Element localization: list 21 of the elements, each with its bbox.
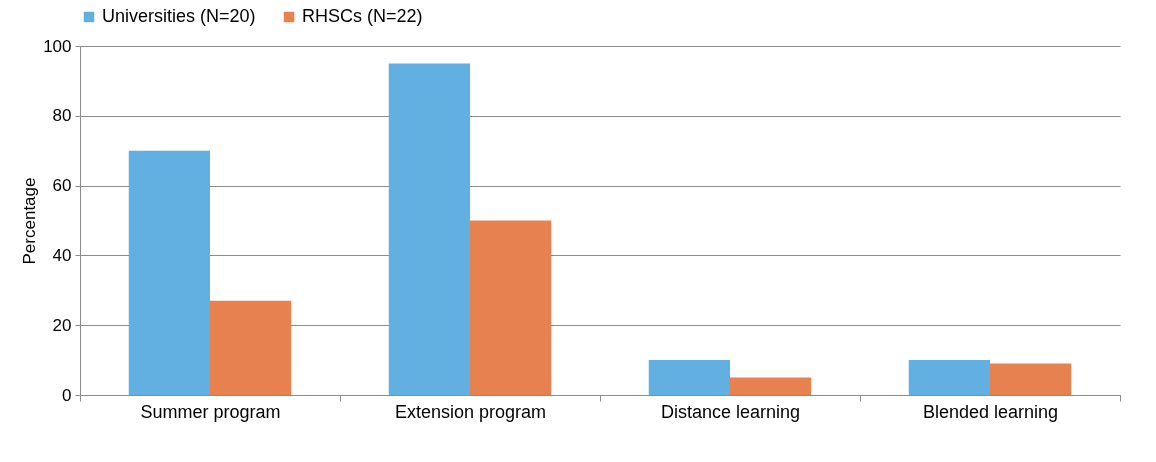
x-tick-label: Blended learning xyxy=(922,401,1059,422)
bar xyxy=(128,150,210,395)
bar xyxy=(908,360,990,395)
y-axis-title: Percentage xyxy=(20,177,40,265)
bar xyxy=(730,377,812,395)
y-tick-label: 100 xyxy=(43,36,72,56)
x-tick-label: Summer program xyxy=(140,401,281,422)
x-tick-label: Distance learning xyxy=(660,401,801,422)
bar xyxy=(210,300,292,395)
legend-label: RHSCs (N=22) xyxy=(302,6,423,26)
x-tick-label: Extension program xyxy=(394,401,547,422)
y-tick-label: 40 xyxy=(52,245,72,265)
bar xyxy=(470,220,552,395)
legend-label: Universities (N=20) xyxy=(102,6,256,26)
bar xyxy=(388,63,470,395)
y-tick-label: 20 xyxy=(52,315,72,335)
y-tick-label: 60 xyxy=(52,176,72,196)
y-tick-label: 80 xyxy=(52,106,72,126)
bar xyxy=(648,360,730,395)
bar xyxy=(990,363,1072,395)
y-tick-label: 0 xyxy=(62,385,72,405)
